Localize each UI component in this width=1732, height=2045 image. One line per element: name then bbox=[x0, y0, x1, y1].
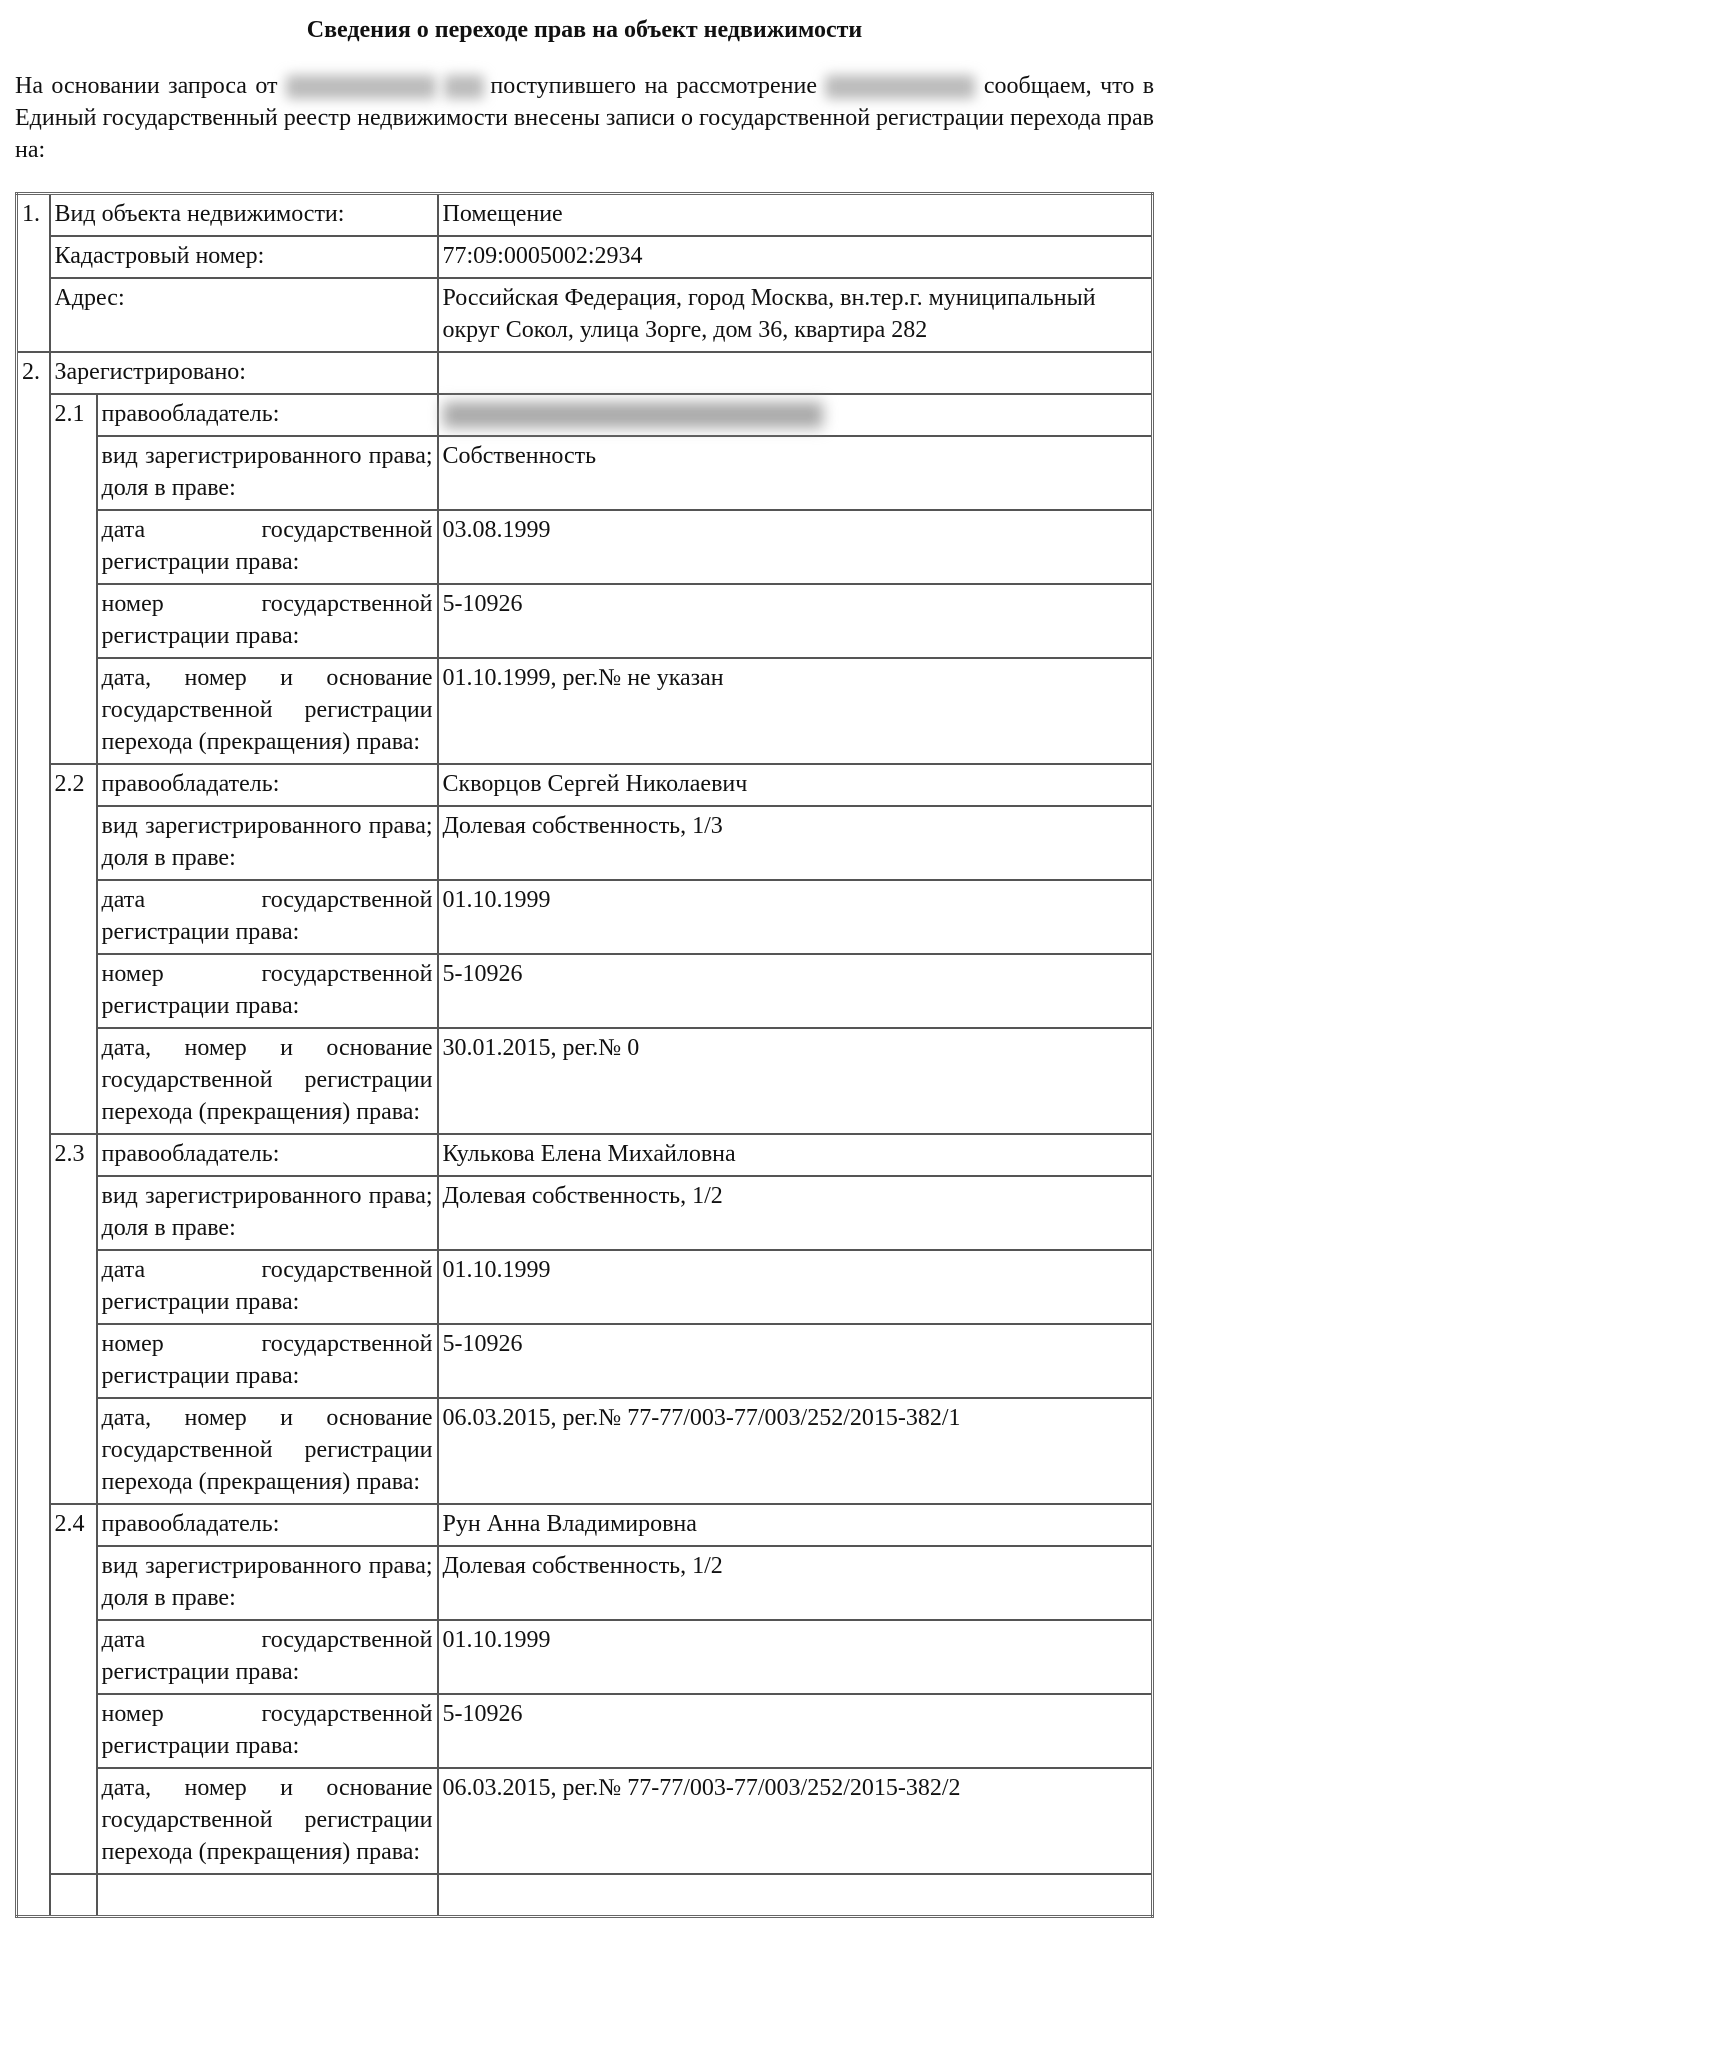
document-title: Сведения о переходе прав на объект недви… bbox=[306, 17, 863, 43]
field-value: 06.03.2015, рег.№ 77-77/003-77/003/252/2… bbox=[436, 1767, 1154, 1875]
field-label: номер государственной регистрации права: bbox=[95, 953, 439, 1029]
section-number: 1. bbox=[15, 192, 51, 353]
field-value: 5-10926 bbox=[436, 953, 1154, 1029]
field-value: Помещение bbox=[436, 192, 1154, 237]
field-label: дата, номер и основание государственной … bbox=[95, 1397, 439, 1505]
field-value: 5-10926 bbox=[436, 583, 1154, 659]
table-row: дата, номер и основание государственной … bbox=[17, 1397, 1154, 1505]
field-value: 03.08.1999 bbox=[436, 509, 1154, 585]
table-row: вид зарегистрированного права; доля в пр… bbox=[17, 805, 1154, 881]
field-label: вид зарегистрированного права; доля в пр… bbox=[95, 805, 439, 881]
rights-table: 1. Вид объекта недвижимости: Помещение Када… bbox=[15, 192, 1154, 1918]
table-row bbox=[17, 1873, 1154, 1918]
field-value: Долевая собственность, 1/2 bbox=[436, 1175, 1154, 1251]
field-label: номер государственной регистрации права: bbox=[95, 583, 439, 659]
field-value: 30.01.2015, рег.№ 0 bbox=[436, 1027, 1154, 1135]
field-value: Долевая собственность, 1/3 bbox=[436, 805, 1154, 881]
intro-text: сообщаем, что в Единый государственный р… bbox=[15, 73, 1155, 163]
field-label: правообладатель: bbox=[95, 1503, 439, 1547]
field-label: номер государственной регистрации права: bbox=[95, 1323, 439, 1399]
intro-paragraph: На основании запроса от поступившего на … bbox=[15, 70, 1154, 166]
intro-text: поступившего на рассмотрение bbox=[490, 73, 817, 99]
holder-number: 2.4 bbox=[48, 1503, 98, 1875]
table-row: номер государственной регистрации права:… bbox=[17, 953, 1154, 1029]
table-row: дата, номер и основание государственной … bbox=[17, 657, 1154, 765]
field-value: 01.10.1999 bbox=[436, 879, 1154, 955]
redacted-fragment bbox=[444, 75, 485, 100]
field-label: дата государственной регистрации права: bbox=[95, 1619, 439, 1695]
field-label: правообладатель: bbox=[95, 1133, 439, 1177]
field-value: Кулькова Елена Михайловна bbox=[436, 1133, 1154, 1177]
field-label: Вид объекта недвижимости: bbox=[48, 192, 439, 237]
field-value: 01.10.1999 bbox=[436, 1619, 1154, 1695]
field-label: правообладатель: bbox=[95, 393, 439, 437]
field-value: Российская Федерация, город Москва, вн.т… bbox=[436, 277, 1154, 353]
redacted-date bbox=[825, 75, 976, 100]
field-label: Зарегистрировано: bbox=[48, 351, 439, 395]
holder-number: 2.2 bbox=[48, 763, 98, 1135]
table-row: дата государственной регистрации права: 0… bbox=[17, 879, 1154, 955]
field-label: вид зарегистрированного права; доля в пр… bbox=[95, 1545, 439, 1621]
field-value: 06.03.2015, рег.№ 77-77/003-77/003/252/2… bbox=[436, 1397, 1154, 1505]
field-value: Рун Анна Владимировна bbox=[436, 1503, 1154, 1547]
table-row: дата, номер и основание государственной … bbox=[17, 1767, 1154, 1875]
field-value: 5-10926 bbox=[436, 1323, 1154, 1399]
table-row: 2.2 правообладатель: Скворцов Сергей Никол… bbox=[17, 763, 1154, 1135]
field-label: Адрес: bbox=[48, 277, 439, 353]
field-label bbox=[95, 1873, 439, 1918]
field-value: 5-10926 bbox=[436, 1693, 1154, 1769]
table-row: 2.3 правообладатель: Кулькова Елена Михайл… bbox=[17, 1133, 1154, 1505]
table-row: номер государственной регистрации права:… bbox=[17, 583, 1154, 659]
field-label: дата государственной регистрации права: bbox=[95, 879, 439, 955]
table-row: Адрес: Российская Федерация, город Москва… bbox=[17, 277, 1154, 353]
table-row: дата государственной регистрации права: 0… bbox=[17, 1619, 1154, 1695]
field-value: Скворцов Сергей Николаевич bbox=[436, 763, 1154, 807]
field-label: вид зарегистрированного права; доля в пр… bbox=[95, 1175, 439, 1251]
field-label: дата, номер и основание государственной … bbox=[95, 1767, 439, 1875]
redacted-name bbox=[442, 402, 823, 429]
table-row: 2. Зарегистрировано: bbox=[15, 351, 1154, 1918]
table-row: 1. Вид объекта недвижимости: Помещение bbox=[15, 192, 1154, 353]
table-row: вид зарегистрированного права; доля в пр… bbox=[17, 1175, 1154, 1251]
field-value bbox=[436, 393, 1154, 437]
table-row: номер государственной регистрации права:… bbox=[17, 1693, 1154, 1769]
table-row: вид зарегистрированного права; доля в пр… bbox=[17, 435, 1154, 511]
field-label: дата, номер и основание государственной … bbox=[95, 1027, 439, 1135]
field-label: правообладатель: bbox=[95, 763, 439, 807]
field-value: 01.10.1999 bbox=[436, 1249, 1154, 1325]
field-label: дата государственной регистрации права: bbox=[95, 509, 439, 585]
table-row: дата государственной регистрации права: 0… bbox=[17, 509, 1154, 585]
table-row: вид зарегистрированного права; доля в пр… bbox=[17, 1545, 1154, 1621]
holder-number bbox=[48, 1873, 98, 1918]
table-row: дата государственной регистрации права: 0… bbox=[17, 1249, 1154, 1325]
field-label: вид зарегистрированного права; доля в пр… bbox=[95, 435, 439, 511]
section-number: 2. bbox=[15, 351, 51, 1918]
field-value: 01.10.1999, рег.№ не указан bbox=[436, 657, 1154, 765]
field-value: Собственность bbox=[436, 435, 1154, 511]
field-value: 77:09:0005002:2934 bbox=[436, 235, 1154, 279]
table-row: 2.1 правообладатель: bbox=[17, 393, 1154, 765]
redacted-date bbox=[285, 75, 436, 100]
table-row: Кадастровый номер: 77:09:0005002:2934 bbox=[17, 235, 1154, 279]
field-label: Кадастровый номер: bbox=[48, 235, 439, 279]
table-row: дата, номер и основание государственной … bbox=[17, 1027, 1154, 1135]
table-row: 2.4 правообладатель: Рун Анна Владимировна bbox=[17, 1503, 1154, 1875]
field-value bbox=[436, 351, 1154, 395]
field-label: номер государственной регистрации права: bbox=[95, 1693, 439, 1769]
holder-number: 2.3 bbox=[48, 1133, 98, 1505]
field-value bbox=[436, 1873, 1154, 1918]
field-label: дата государственной регистрации права: bbox=[95, 1249, 439, 1325]
intro-text: На основании запроса от bbox=[15, 73, 278, 99]
holder-number: 2.1 bbox=[48, 393, 98, 765]
field-value: Долевая собственность, 1/2 bbox=[436, 1545, 1154, 1621]
field-label: дата, номер и основание государственной … bbox=[95, 657, 439, 765]
table-row: номер государственной регистрации права:… bbox=[17, 1323, 1154, 1399]
